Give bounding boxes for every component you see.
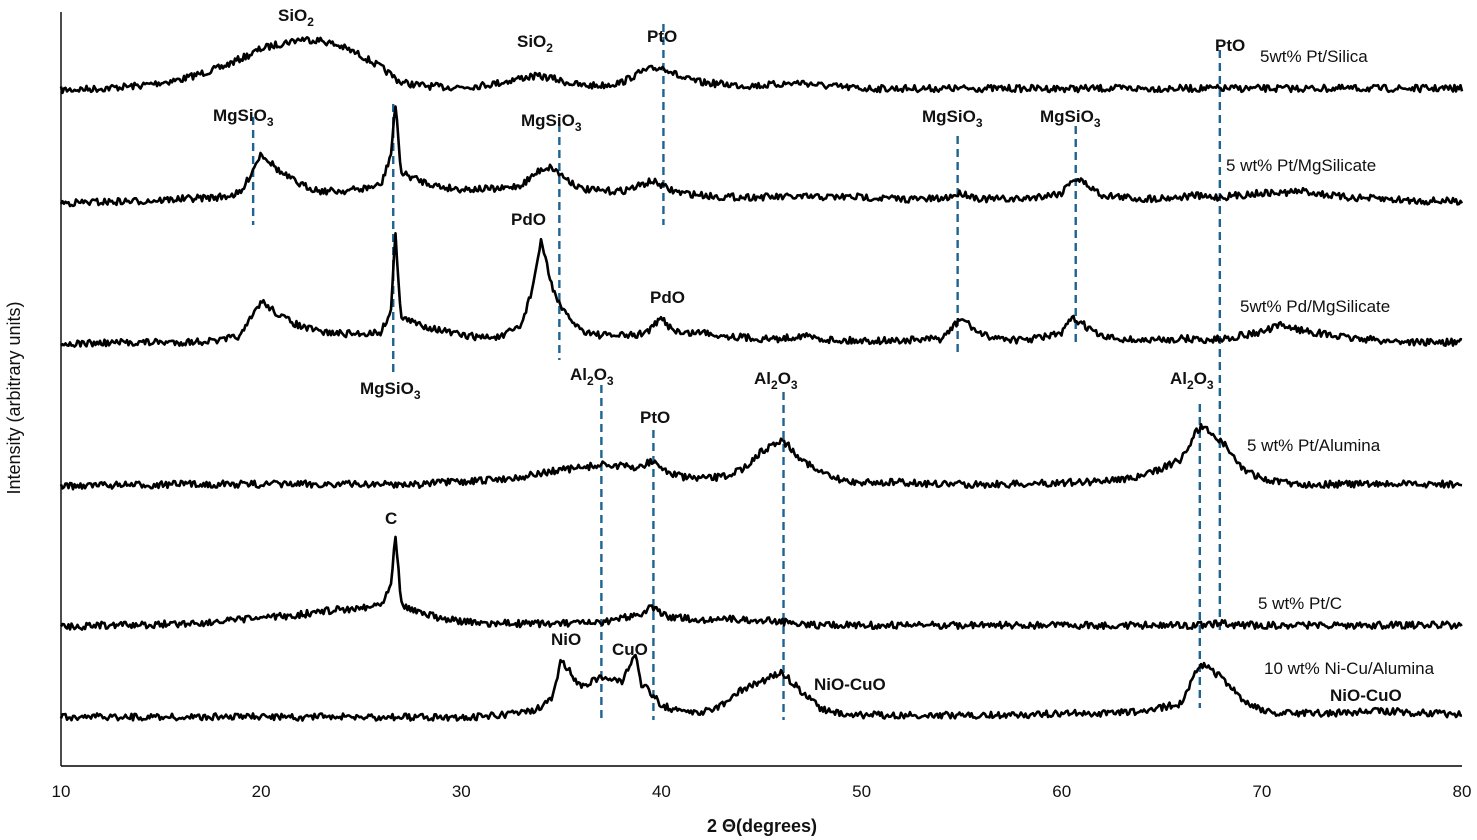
trace-2 — [59, 105, 1464, 208]
peak-label: Al2O3 — [1170, 369, 1214, 392]
peak-label: C — [385, 509, 397, 528]
peak-label: SiO2 — [278, 6, 314, 29]
trace-1 — [59, 35, 1464, 95]
peak-label: NiO-CuO — [814, 675, 886, 694]
series-label: 5 wt% Pt/C — [1258, 594, 1342, 613]
peak-label: MgSiO3 — [213, 106, 274, 129]
peak-label: NiO — [551, 630, 581, 649]
trace-3 — [60, 232, 1463, 348]
axes: 10 20 30 40 50 60 70 80 — [52, 12, 1472, 801]
peak-label: MgSiO3 — [521, 111, 582, 134]
series-label: 5wt% Pd/MgSilicate — [1240, 297, 1390, 316]
peak-label: PtO — [1215, 36, 1245, 55]
peak-label: PtO — [640, 408, 670, 427]
x-tick-label: 20 — [252, 782, 271, 801]
peak-label: MgSiO3 — [1040, 107, 1101, 130]
peak-label: Al2O3 — [570, 365, 614, 388]
x-tick-label: 70 — [1252, 782, 1271, 801]
trace-4 — [59, 422, 1463, 491]
peak-label: SiO2 — [517, 32, 553, 55]
peak-label: CuO — [612, 640, 648, 659]
x-tick-label: 10 — [52, 782, 71, 801]
peak-label: PtO — [647, 27, 677, 46]
peak-label: PdO — [650, 288, 685, 307]
peak-label: Al2O3 — [754, 369, 798, 392]
x-tick-label: 50 — [852, 782, 871, 801]
annotations: 5wt% Pt/Silica 5 wt% Pt/MgSilicate 5wt% Pd… — [213, 6, 1435, 705]
series-label: 5wt% Pt/Silica — [1260, 47, 1368, 66]
series-label: 5 wt% Pt/Alumina — [1247, 436, 1381, 455]
peak-label: NiO-CuO — [1330, 686, 1402, 705]
trace-5 — [59, 535, 1463, 631]
peak-label: MgSiO3 — [922, 107, 983, 130]
y-axis-title: Intensity (arbitrary units) — [4, 301, 24, 494]
series-label: 10 wt% Ni-Cu/Alumina — [1264, 659, 1435, 678]
x-axis-title: 2 Θ(degrees) — [707, 816, 817, 836]
trace-6 — [59, 653, 1463, 722]
x-tick-label: 80 — [1453, 782, 1472, 801]
series-label: 5 wt% Pt/MgSilicate — [1226, 156, 1376, 175]
peak-label: PdO — [511, 210, 546, 229]
x-tick-label: 40 — [652, 782, 671, 801]
diffraction-traces — [59, 35, 1464, 722]
peak-label: MgSiO3 — [360, 379, 421, 402]
x-tick-label: 30 — [452, 782, 471, 801]
x-tick-label: 60 — [1052, 782, 1071, 801]
